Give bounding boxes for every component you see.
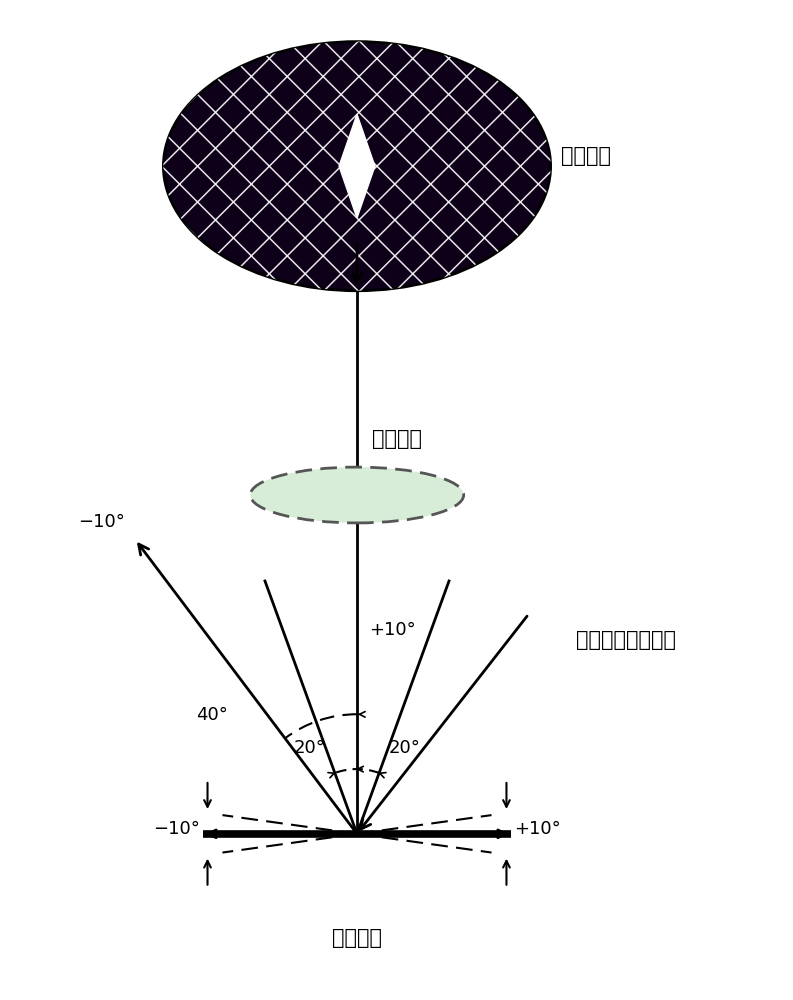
Text: 像素图像: 像素图像 xyxy=(561,146,611,166)
Ellipse shape xyxy=(251,467,464,523)
Text: 像素微镜: 像素微镜 xyxy=(332,928,382,948)
Ellipse shape xyxy=(163,42,550,291)
Text: +10°: +10° xyxy=(515,820,561,838)
Text: 40°: 40° xyxy=(196,706,228,724)
Text: 20°: 20° xyxy=(389,739,421,757)
Text: −10°: −10° xyxy=(79,513,125,531)
Text: +10°: +10° xyxy=(369,621,416,639)
Text: −10°: −10° xyxy=(153,820,200,838)
Text: 发自光源的照射光: 发自光源的照射光 xyxy=(577,630,676,650)
Text: 投影透镜: 投影透镜 xyxy=(372,429,422,449)
Text: 20°: 20° xyxy=(293,739,325,757)
Polygon shape xyxy=(339,114,375,218)
